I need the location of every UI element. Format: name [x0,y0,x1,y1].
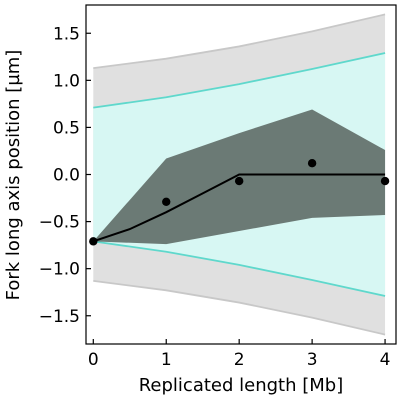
x-tick-label: 0 [88,350,99,370]
data-point [307,159,317,168]
cyan-band-lower-edge [93,240,386,297]
x-axis-ticks: 0 1 2 3 4 [88,339,391,370]
y-tick-label: 0.5 [53,118,80,138]
x-tick-label: 3 [307,350,318,370]
x-tick-label: 1 [161,350,172,370]
outer-gray-band-lower-edge [93,280,386,336]
data-point [89,237,98,246]
outer-gray-band-upper-edge [93,13,386,69]
y-tick-label: −0.5 [39,213,80,233]
data-point [380,176,390,186]
model-line [92,173,386,243]
cyan-band-upper-edge [93,52,386,109]
y-axis-label: Fork long axis position [µm] [3,50,24,301]
dark-band [93,109,386,245]
x-tick-label: 4 [380,350,391,370]
y-tick-label: −1.5 [39,307,80,327]
data-point [162,197,171,207]
data-points [89,159,390,246]
y-tick-label: −1.0 [39,260,80,280]
y-tick-label: 1.5 [53,24,80,44]
y-axis-ticks: −1.5 −1.0 −0.5 0.0 0.5 1.0 1.5 [39,24,91,327]
x-axis-label: Replicated length [Mb] [139,375,344,396]
x-tick-label: 2 [234,350,245,370]
y-tick-label: 1.0 [53,71,80,91]
y-tick-label: 0.0 [53,166,80,186]
data-point [234,176,244,186]
